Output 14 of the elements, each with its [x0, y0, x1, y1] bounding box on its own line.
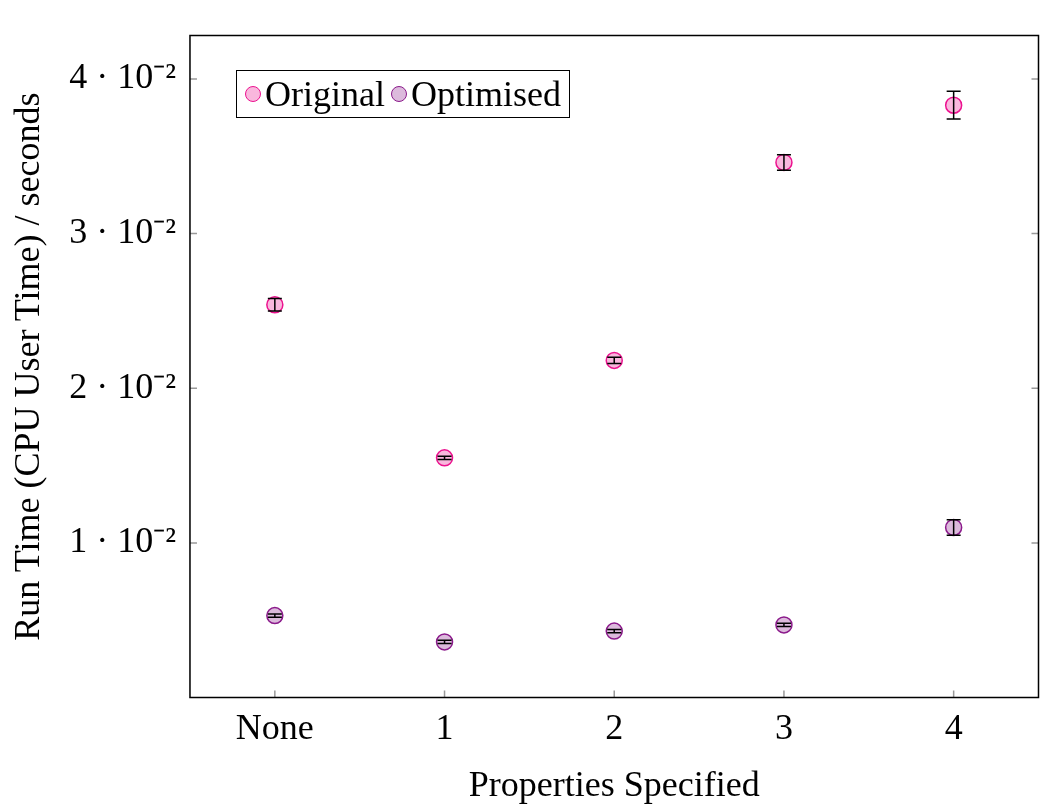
x-tick-label: 4	[944, 706, 963, 747]
legend-label: Original	[264, 72, 385, 115]
point	[944, 96, 963, 114]
y-tick-label: 1 · 10⁻²	[69, 520, 176, 561]
x-tick-label: 2	[605, 706, 624, 747]
x-tick-label: 1	[435, 706, 454, 747]
y-tick-label: 3 · 10⁻²	[69, 211, 176, 252]
y-axis-title: Run Time (CPU User Time) / seconds	[7, 92, 48, 641]
y-tick-label: 2 · 10⁻²	[69, 365, 176, 406]
x-tick-label: None	[235, 706, 314, 747]
legend-label: Optimised	[410, 72, 561, 115]
y-tick-label: 4 · 10⁻²	[69, 56, 176, 97]
x-axis-title: Properties Specified	[468, 763, 760, 804]
x-tick-label: 3	[774, 706, 793, 747]
